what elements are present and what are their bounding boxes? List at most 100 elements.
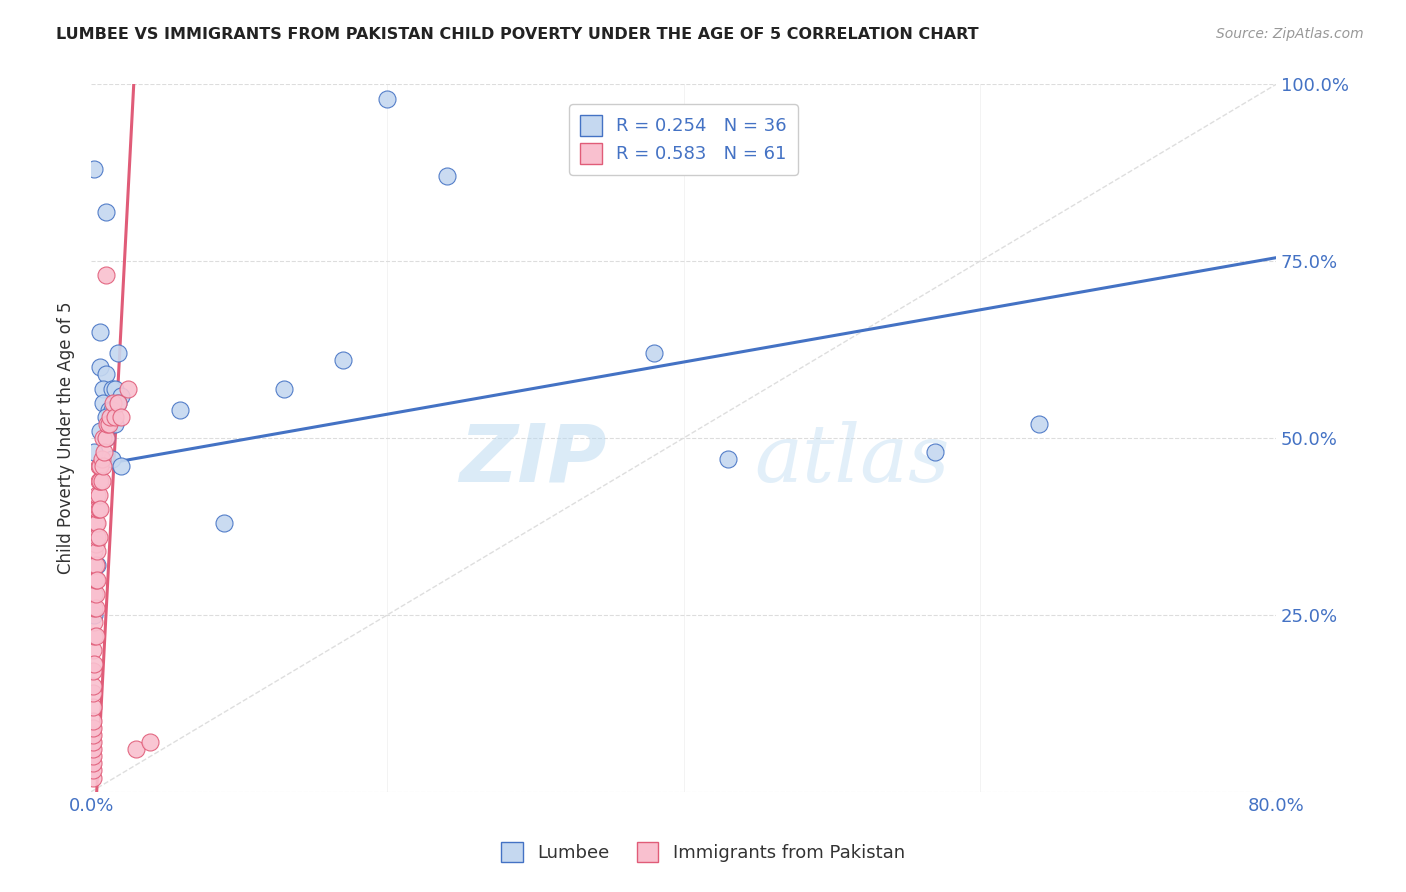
Point <box>83 573 105 587</box>
Point <box>117 382 139 396</box>
Point <box>90 474 112 488</box>
Point <box>96 417 118 431</box>
Point <box>214 516 236 530</box>
Point <box>84 600 107 615</box>
Point <box>84 516 107 530</box>
Point <box>924 445 946 459</box>
Point <box>82 735 104 749</box>
Point <box>84 537 107 551</box>
Point <box>82 665 104 679</box>
Point <box>83 629 105 643</box>
Point <box>89 360 111 375</box>
Point <box>86 516 108 530</box>
Point <box>93 445 115 459</box>
Point <box>91 431 114 445</box>
Point <box>82 714 104 728</box>
Point <box>94 204 117 219</box>
Point <box>82 756 104 771</box>
Point <box>94 431 117 445</box>
Point <box>84 587 107 601</box>
Point <box>86 573 108 587</box>
Point <box>82 721 104 735</box>
Point <box>104 409 127 424</box>
Point <box>94 431 117 445</box>
Point <box>89 474 111 488</box>
Point <box>87 530 110 544</box>
Point <box>86 501 108 516</box>
Point <box>89 424 111 438</box>
Point <box>87 488 110 502</box>
Point <box>97 417 120 431</box>
Point <box>90 452 112 467</box>
Point <box>643 346 665 360</box>
Point <box>84 558 107 573</box>
Point <box>104 417 127 431</box>
Point <box>110 459 132 474</box>
Point <box>82 699 104 714</box>
Point <box>83 445 105 459</box>
Point <box>84 501 107 516</box>
Point <box>87 474 110 488</box>
Point <box>84 629 107 643</box>
Point <box>107 395 129 409</box>
Point <box>87 501 110 516</box>
Point <box>139 735 162 749</box>
Point <box>87 459 110 474</box>
Text: ZIP: ZIP <box>460 420 606 499</box>
Point <box>436 169 458 184</box>
Point <box>110 389 132 403</box>
Point <box>104 382 127 396</box>
Point <box>94 409 117 424</box>
Point <box>86 544 108 558</box>
Point <box>101 452 124 467</box>
Legend: Lumbee, Immigrants from Pakistan: Lumbee, Immigrants from Pakistan <box>494 834 912 870</box>
Point <box>91 382 114 396</box>
Point <box>124 742 146 756</box>
Point <box>89 459 111 474</box>
Point <box>82 679 104 693</box>
Point <box>1028 417 1050 431</box>
Point <box>82 771 104 785</box>
Point <box>101 402 124 417</box>
Point <box>717 452 740 467</box>
Point <box>273 382 295 396</box>
Y-axis label: Child Poverty Under the Age of 5: Child Poverty Under the Age of 5 <box>58 301 75 574</box>
Point <box>169 402 191 417</box>
Point <box>83 657 105 672</box>
Point <box>332 353 354 368</box>
Point <box>83 587 105 601</box>
Point <box>100 409 122 424</box>
Point <box>101 382 124 396</box>
Text: atlas: atlas <box>755 420 950 498</box>
Point <box>97 402 120 417</box>
Point <box>107 395 129 409</box>
Point <box>89 501 111 516</box>
Point <box>89 325 111 339</box>
Point <box>82 686 104 700</box>
Point <box>83 544 105 558</box>
Point <box>91 395 114 409</box>
Point <box>82 764 104 778</box>
Legend: R = 0.254   N = 36, R = 0.583   N = 61: R = 0.254 N = 36, R = 0.583 N = 61 <box>569 104 797 175</box>
Point <box>82 643 104 657</box>
Point <box>103 395 125 409</box>
Point <box>91 459 114 474</box>
Point <box>82 728 104 742</box>
Point <box>83 587 105 601</box>
Point <box>94 268 117 283</box>
Point <box>377 92 399 106</box>
Point <box>84 573 107 587</box>
Point <box>107 346 129 360</box>
Point <box>82 742 104 756</box>
Point <box>83 600 105 615</box>
Point <box>110 409 132 424</box>
Point <box>83 615 105 629</box>
Point <box>82 749 104 764</box>
Point <box>97 417 120 431</box>
Point <box>86 530 108 544</box>
Point <box>86 558 108 573</box>
Text: LUMBEE VS IMMIGRANTS FROM PAKISTAN CHILD POVERTY UNDER THE AGE OF 5 CORRELATION : LUMBEE VS IMMIGRANTS FROM PAKISTAN CHILD… <box>56 27 979 42</box>
Point <box>83 558 105 573</box>
Point <box>83 607 105 622</box>
Point <box>83 530 105 544</box>
